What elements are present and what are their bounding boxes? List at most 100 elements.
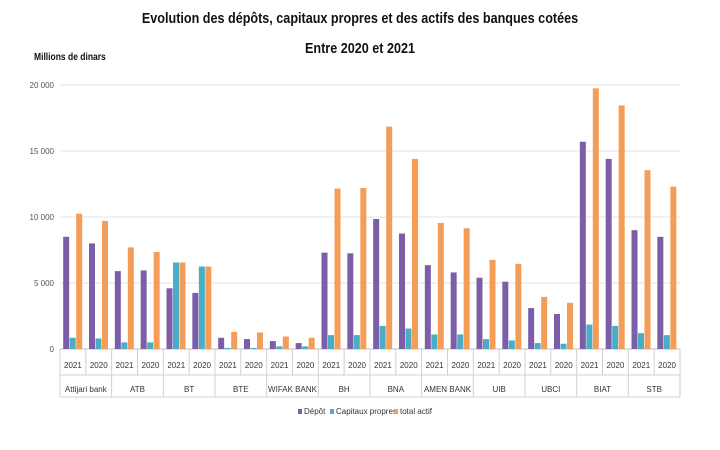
y-tick-label: 15 000 [30,147,55,156]
bar-depot [579,141,586,349]
bar-depot [140,270,147,349]
bar-depot [476,277,483,349]
bank-label: BNA [388,385,405,394]
bar-actif [515,263,522,349]
y-axis-label: Millions de dinars [34,52,106,63]
bar-capitaux [250,347,257,349]
year-label: 2021 [322,361,340,370]
bar-actif [127,247,134,349]
bar-capitaux [508,340,515,349]
bar-actif [437,222,444,349]
bar-depot [218,337,225,349]
bar-depot [63,236,70,349]
bar-actif [618,105,625,350]
bar-actif [360,187,367,349]
year-label: 2021 [477,361,495,370]
bank-label: AMEN BANK [424,385,472,394]
year-label: 2021 [64,361,82,370]
bar-actif [205,266,212,349]
bar-capitaux [638,333,644,349]
legend-swatch-capitaux [330,409,334,414]
bar-depot [373,218,380,349]
year-label: 2021 [581,361,599,370]
bank-label: ATB [130,385,145,394]
bar-actif [179,262,186,349]
bar-depot [166,288,173,349]
bar-actif [257,332,263,349]
bar-capitaux [457,334,464,349]
year-label: 2021 [529,361,547,370]
bar-depot [399,233,405,349]
bar-capitaux [276,346,283,349]
bar-actif [644,170,651,349]
bank-label: STB [646,385,662,394]
bar-depot [114,271,121,349]
year-label: 2020 [400,361,418,370]
bar-capitaux [69,337,76,349]
year-label: 2020 [555,361,573,370]
year-label: 2021 [167,361,185,370]
year-label: 2020 [452,361,470,370]
bar-actif [76,213,83,349]
bar-depot [502,281,509,349]
bar-capitaux [121,342,128,349]
bar-depot [244,339,250,349]
year-label: 2021 [632,361,650,370]
y-tick-label: 10 000 [30,213,55,222]
year-label: 2020 [348,361,366,370]
year-label: 2020 [193,361,211,370]
bar-capitaux [483,339,489,349]
bar-depot [554,314,560,349]
bar-actif [567,302,573,349]
bar-capitaux [198,266,205,349]
year-label: 2021 [271,361,289,370]
chart-subtitle: Entre 2020 et 2021 [305,40,415,57]
bar-actif [231,331,238,349]
bar-capitaux [534,343,541,349]
bar-actif [308,337,315,349]
bar-actif [489,259,496,349]
bar-depot [631,230,638,349]
year-label: 2021 [426,361,444,370]
year-label: 2020 [503,361,521,370]
legend-swatch-depot [298,409,302,414]
y-tick-label: 0 [50,345,55,354]
bar-capitaux [302,346,309,349]
year-label: 2020 [142,361,160,370]
bar-depot [269,341,276,349]
bar-actif [541,296,548,349]
bar-capitaux [560,343,567,349]
year-label: 2020 [607,361,625,370]
bank-label: BT [184,385,194,394]
bar-actif [153,251,160,349]
bar-capitaux [663,335,670,349]
bar-actif [386,126,393,349]
bar-actif [334,188,341,349]
year-label: 2020 [90,361,108,370]
bank-label: UBCI [541,385,560,394]
chart-title: Evolution des dépôts, capitaux propres e… [141,10,579,27]
legend-label-depot: Dépôt [304,407,326,416]
year-label: 2020 [245,361,263,370]
y-tick-label: 5 000 [34,279,55,288]
bar-depot [424,265,431,349]
bank-label: Attijari bank [65,385,108,394]
bar-depot [321,252,328,349]
bar-capitaux [405,328,412,349]
bar-capitaux [173,262,179,349]
bar-capitaux [224,347,231,349]
bank-label: UIB [492,385,505,394]
bar-actif [102,220,108,349]
bank-label: BTE [233,385,249,394]
bar-actif [463,228,470,349]
bar-depot [192,292,199,349]
legend-swatch-actif [394,409,398,414]
bar-depot [528,308,535,349]
bar-depot [295,343,302,349]
year-label: 2021 [116,361,134,370]
bar-depot [605,158,612,349]
legend-label-actif: total actif [400,407,433,416]
bar-actif [670,186,677,349]
bar-depot [657,236,664,349]
